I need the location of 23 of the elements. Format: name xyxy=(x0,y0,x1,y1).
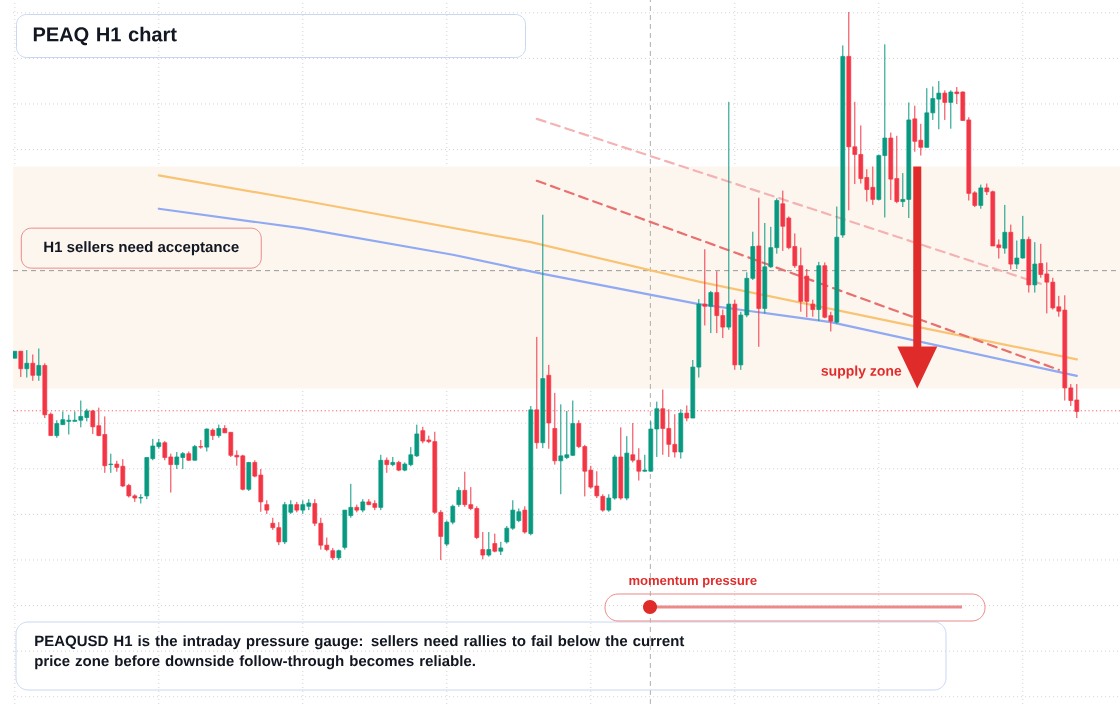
candlestick xyxy=(36,347,42,382)
candlestick xyxy=(204,427,210,452)
candlestick xyxy=(30,353,36,382)
candlestick xyxy=(18,350,24,378)
candlestick xyxy=(1002,204,1008,255)
candlestick xyxy=(522,505,528,535)
candlestick xyxy=(708,290,714,334)
candlestick xyxy=(1032,241,1038,294)
ref-line-label: H1 sellers need acceptance xyxy=(44,241,239,256)
candlestick xyxy=(480,531,486,560)
candlestick xyxy=(942,89,948,121)
candlestick xyxy=(108,453,114,474)
candlestick xyxy=(726,101,732,331)
band-label: supply zone xyxy=(821,365,902,379)
candlestick xyxy=(24,349,30,378)
candlestick xyxy=(456,486,462,508)
candlestick xyxy=(978,184,984,210)
candlestick xyxy=(486,531,492,558)
text: PEAQ H1 chart xyxy=(33,26,177,46)
text: PEAQUSD H1 is the intraday pressure gauge: sellers need rallies to fail below the current price zone before downside follow-through becomes reliable. xyxy=(35,635,685,670)
candlestick xyxy=(702,248,708,326)
text: momentum pressure xyxy=(629,576,757,588)
candlestick xyxy=(948,89,954,130)
